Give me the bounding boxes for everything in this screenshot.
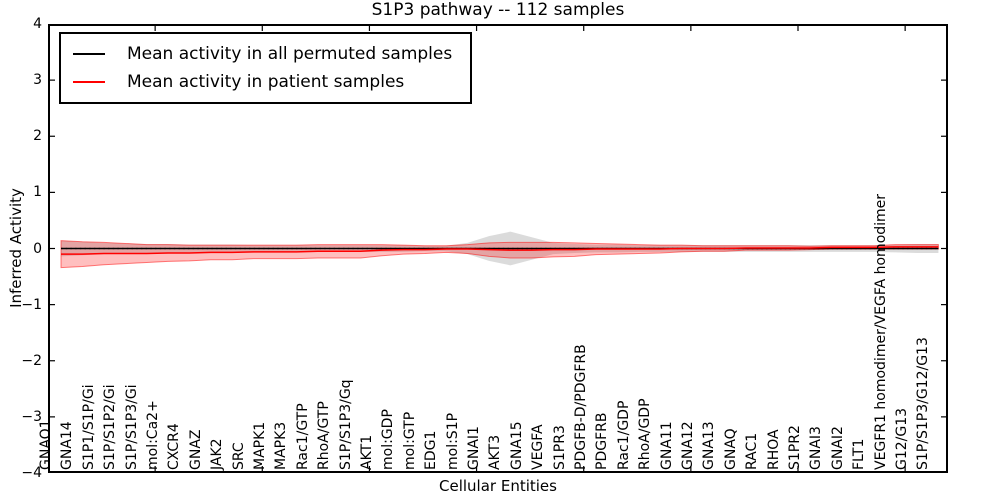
x-tick-label: GNAQ — [722, 428, 739, 470]
x-axis-label: Cellular Entities — [439, 477, 557, 495]
x-tick-label: FLT1 — [851, 438, 868, 470]
x-tick-label: VEGFA — [530, 424, 547, 470]
x-tick-label: S1P1/S1P/Gi — [80, 384, 97, 470]
x-tick-label: S1PR3 — [551, 425, 568, 470]
patient-mean-line — [61, 246, 939, 255]
y-tick-label: 1 — [33, 184, 42, 201]
x-tick-label: S1P/S1P3/G12/G13 — [915, 337, 932, 470]
x-tick-label: RhoA/GTP — [316, 401, 333, 470]
x-tick-label: EDG1 — [423, 430, 440, 470]
x-tick-label: GNA11 — [658, 421, 675, 470]
x-tick-label: GNAO1 — [38, 419, 54, 470]
x-tick-label: Rac1/GTP — [294, 403, 311, 470]
x-tick-label: mol:Ca2+ — [145, 400, 161, 470]
patient-std-band — [60, 240, 939, 269]
x-tick-label: MAPK1 — [252, 421, 268, 470]
legend: Mean activity in all permuted samples Me… — [59, 32, 473, 104]
x-tick-label: GNA15 — [508, 421, 525, 470]
x-tick-label: S1PR2 — [787, 425, 803, 470]
x-tick-label: S1P/S1P2/Gi — [102, 384, 119, 470]
legend-line-patient-icon — [73, 81, 105, 83]
x-tick-label: SRC — [230, 442, 247, 470]
x-tick-label: mol:S1P — [444, 412, 461, 470]
x-tick-label: Rac1/GDP — [615, 400, 632, 470]
x-tick-label: S1P/S1P3/Gq — [337, 379, 354, 470]
x-tick-label: GNAI3 — [808, 426, 825, 470]
plot-canvas — [48, 24, 948, 473]
y-tick-label: −2 — [21, 352, 42, 369]
x-tick-label: PDGFB-D/PDGFRB — [573, 344, 589, 470]
x-tick-label: JAK2 — [209, 438, 226, 470]
legend-label-patient: Mean activity in patient samples — [127, 72, 405, 92]
y-tick-label: 0 — [33, 240, 42, 257]
chart-title: S1P3 pathway -- 112 samples — [371, 0, 625, 20]
x-tick-label: RhoA/GDP — [637, 398, 654, 470]
legend-entry-patient: Mean activity in patient samples — [73, 69, 452, 95]
x-tick-label: G12/G13 — [894, 407, 910, 470]
x-tick-label: GNA12 — [680, 421, 696, 470]
x-tick-label: S1P/S1P3/Gi — [123, 384, 140, 470]
x-tick-label: mol:GDP — [380, 409, 397, 470]
x-tick-label: mol:GTP — [401, 411, 418, 470]
plot-area — [48, 24, 948, 473]
x-tick-label: AKT3 — [487, 434, 504, 470]
x-tick-label: RAC1 — [744, 432, 761, 470]
y-tick-label: −4 — [21, 465, 42, 481]
x-tick-label: GNA13 — [701, 421, 718, 470]
x-tick-label: GNAI1 — [466, 426, 482, 470]
x-tick-label: RHOA — [765, 429, 782, 470]
x-tick-label: GNAI2 — [829, 426, 846, 470]
y-tick-label: −3 — [21, 408, 42, 425]
legend-entry-permuted: Mean activity in all permuted samples — [73, 41, 452, 67]
y-tick-label: 2 — [33, 128, 42, 145]
x-tick-label: GNAZ — [187, 429, 204, 471]
x-tick-label: CXCR4 — [166, 423, 183, 470]
legend-line-permuted-icon — [73, 53, 105, 55]
x-tick-label: PDGFRB — [594, 412, 611, 470]
y-tick-label: 3 — [33, 72, 42, 89]
x-tick-label: VEGFR1 homodimer/VEGFA homodimer — [872, 193, 889, 470]
legend-label-permuted: Mean activity in all permuted samples — [127, 44, 453, 64]
y-tick-label: −1 — [21, 296, 42, 313]
y-tick-label: 4 — [33, 16, 42, 32]
x-tick-label: AKT1 — [359, 434, 375, 470]
x-tick-label: GNA14 — [59, 421, 76, 470]
x-tick-label: MAPK3 — [273, 421, 290, 470]
